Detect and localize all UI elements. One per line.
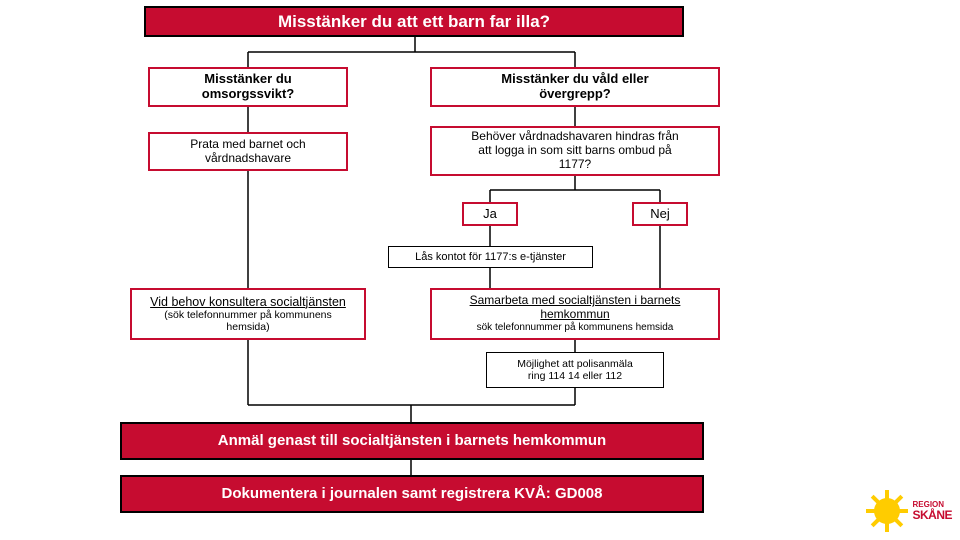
logo-name: SKÅNE bbox=[912, 509, 952, 521]
report-node: Anmäl genast till socialtjänsten i barne… bbox=[120, 422, 704, 460]
right2-text: Behöver vårdnadshavaren hindras från att… bbox=[471, 130, 678, 171]
right1-text: Misstänker du våld eller övergrepp? bbox=[501, 72, 648, 102]
lock-text: Lås kontot för 1177:s e-tjänster bbox=[415, 251, 566, 264]
nej-node: Nej bbox=[632, 202, 688, 226]
police-node: Möjlighet att polisanmäla ring 114 14 el… bbox=[486, 352, 664, 388]
nej-text: Nej bbox=[650, 207, 670, 222]
lock-node: Lås kontot för 1177:s e-tjänster bbox=[388, 246, 593, 268]
left1-text: Misstänker du omsorgssvikt? bbox=[202, 72, 294, 102]
ja-text: Ja bbox=[483, 207, 497, 222]
right3-subtext: sök telefonnummer på kommunens hemsida bbox=[477, 322, 674, 334]
right1-node: Misstänker du våld eller övergrepp? bbox=[430, 67, 720, 107]
ja-node: Ja bbox=[462, 202, 518, 226]
root-text: Misstänker du att ett barn far illa? bbox=[278, 12, 550, 32]
right3-text: Samarbeta med socialtjänsten i barnets h… bbox=[470, 294, 681, 322]
police-text: Möjlighet att polisanmäla ring 114 14 el… bbox=[517, 358, 633, 382]
right2-node: Behöver vårdnadshavaren hindras från att… bbox=[430, 126, 720, 176]
left2-text: Prata med barnet och vårdnadshavare bbox=[190, 138, 305, 166]
right3-node: Samarbeta med socialtjänsten i barnets h… bbox=[430, 288, 720, 340]
sun-icon bbox=[866, 490, 908, 532]
doc-text: Dokumentera i journalen samt registrera … bbox=[222, 485, 603, 502]
logo-text-block: REGION SKÅNE bbox=[912, 501, 952, 521]
report-text: Anmäl genast till socialtjänsten i barne… bbox=[218, 432, 606, 449]
left3-subtext: (sök telefonnummer på kommunens hemsida) bbox=[164, 309, 332, 333]
root-node: Misstänker du att ett barn far illa? bbox=[144, 6, 684, 37]
left3-node: Vid behov konsultera socialtjänsten (sök… bbox=[130, 288, 366, 340]
region-skane-logo: REGION SKÅNE bbox=[866, 490, 952, 532]
left1-node: Misstänker du omsorgssvikt? bbox=[148, 67, 348, 107]
left3-text: Vid behov konsultera socialtjänsten bbox=[150, 295, 346, 309]
doc-node: Dokumentera i journalen samt registrera … bbox=[120, 475, 704, 513]
left2-node: Prata med barnet och vårdnadshavare bbox=[148, 132, 348, 171]
